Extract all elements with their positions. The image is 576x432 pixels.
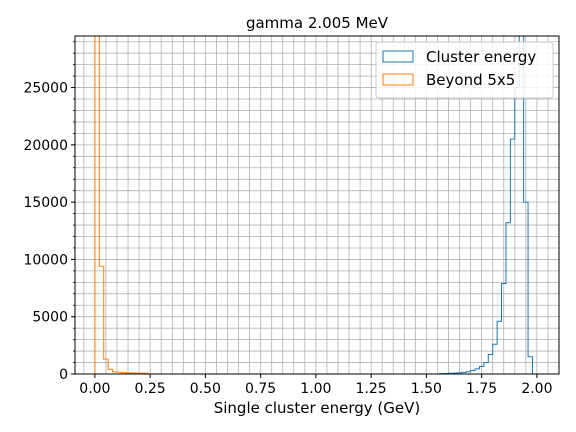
series-1-histogram xyxy=(94,35,153,375)
y-tick-label: 0 xyxy=(59,367,68,383)
legend-swatch xyxy=(382,50,414,63)
x-tick-label: 0.00 xyxy=(79,381,110,397)
legend-label: Beyond 5x5 xyxy=(426,71,515,89)
x-tick-label: 1.25 xyxy=(356,381,387,397)
x-tick-label: 1.00 xyxy=(300,381,331,397)
grid xyxy=(75,36,559,375)
y-tick-label: 20000 xyxy=(23,138,68,154)
y-axis: 0 5000 10000 15000 20000 25000 xyxy=(23,41,75,383)
legend: Cluster energy Beyond 5x5 xyxy=(375,41,554,99)
y-tick-label: 10000 xyxy=(23,252,68,268)
plot-frame xyxy=(74,35,560,375)
x-tick-label: 2.00 xyxy=(521,381,552,397)
x-axis-label: Single cluster energy (GeV) xyxy=(214,399,421,417)
x-tick-label: 0.75 xyxy=(245,381,276,397)
x-tick-label: 1.75 xyxy=(466,381,497,397)
chart-title: gamma 2.005 MeV xyxy=(246,14,389,32)
y-tick-label: 15000 xyxy=(23,195,68,211)
x-tick-label: 1.50 xyxy=(411,381,442,397)
y-tick-label: 5000 xyxy=(32,310,68,326)
x-tick-label: 0.25 xyxy=(135,381,166,397)
x-axis: 0.00 0.25 0.50 0.75 1.00 1.25 1.50 1.75 2.00 xyxy=(79,374,552,397)
legend-box xyxy=(375,41,554,99)
legend-label: Cluster energy xyxy=(426,48,536,66)
legend-swatch xyxy=(382,73,414,86)
x-tick-label: 0.50 xyxy=(190,381,221,397)
y-tick-label: 25000 xyxy=(23,81,68,97)
